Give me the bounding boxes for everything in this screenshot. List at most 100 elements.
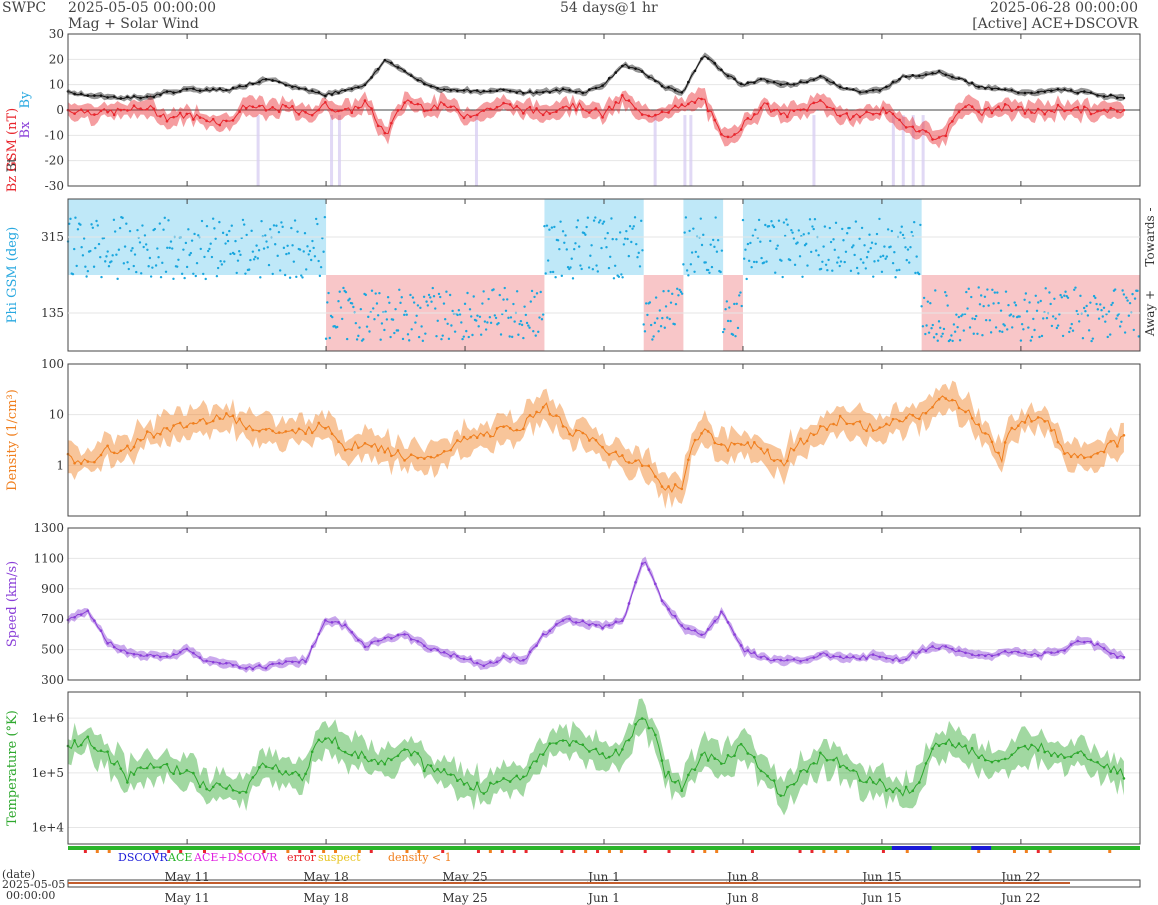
status-flag	[834, 850, 838, 853]
phi-point	[529, 300, 532, 303]
data-point	[357, 85, 360, 89]
data-point	[990, 87, 994, 91]
data-point	[515, 774, 519, 778]
data-point	[772, 108, 776, 112]
phi-point	[860, 226, 864, 230]
phi-point	[873, 260, 876, 263]
data-point	[1056, 440, 1060, 444]
phi-point	[73, 247, 76, 251]
data-point	[363, 756, 367, 759]
status-flag	[846, 850, 850, 853]
data-point	[1017, 650, 1020, 654]
phi-point	[302, 250, 305, 253]
phi-point	[457, 309, 461, 312]
phi-point	[728, 306, 731, 309]
phi-point	[1051, 315, 1055, 318]
data-point	[165, 119, 169, 123]
data-point	[284, 770, 288, 773]
data-point	[1023, 652, 1027, 655]
data-point	[680, 91, 684, 94]
phi-point	[743, 257, 746, 260]
data-point	[819, 99, 822, 102]
data-point	[515, 428, 519, 432]
data-point	[548, 742, 552, 745]
phi-point	[285, 252, 288, 256]
data-point	[489, 107, 492, 111]
phi-point	[1091, 337, 1095, 340]
phi-point	[992, 302, 995, 305]
data-point	[588, 439, 591, 442]
data-point	[192, 422, 195, 425]
data-point	[891, 658, 895, 662]
phi-point	[312, 246, 315, 250]
y-axis-label: Density (1/cm³)	[5, 389, 20, 491]
phi-point	[238, 250, 241, 253]
phi-point	[644, 302, 648, 305]
phi-point	[813, 217, 817, 221]
data-point	[119, 108, 123, 112]
phi-point	[543, 224, 546, 228]
data-point	[891, 80, 895, 84]
data-point	[614, 101, 618, 104]
data-point	[79, 743, 83, 747]
phi-point	[183, 276, 186, 280]
phi-point	[358, 326, 361, 329]
series-range-band	[68, 87, 1124, 149]
data-point	[1116, 445, 1119, 448]
phi-point	[420, 325, 423, 328]
data-point	[475, 89, 479, 92]
data-point	[376, 124, 380, 128]
data-point	[1096, 109, 1099, 113]
data-point	[218, 783, 222, 786]
data-point	[568, 744, 571, 747]
data-point	[469, 435, 472, 439]
phi-point	[671, 292, 674, 296]
phi-point	[184, 241, 188, 245]
status-flag	[155, 850, 159, 853]
phi-point	[606, 231, 609, 235]
data-point	[1056, 87, 1060, 91]
data-point	[753, 81, 756, 84]
phi-point	[678, 288, 681, 292]
data-point	[786, 785, 789, 789]
data-point	[390, 121, 393, 125]
data-point	[528, 90, 532, 93]
phi-point	[432, 295, 436, 298]
phi-point	[900, 225, 903, 228]
data-point	[568, 617, 571, 621]
data-point	[376, 449, 380, 452]
phi-point	[142, 245, 145, 249]
data-point	[409, 753, 413, 757]
data-point	[357, 106, 360, 110]
data-point	[885, 111, 888, 115]
phi-point	[250, 229, 253, 233]
data-point	[165, 90, 169, 93]
data-point	[640, 113, 644, 116]
phi-point	[564, 234, 567, 237]
data-point	[126, 444, 129, 448]
phi-point	[810, 250, 813, 254]
data-point	[79, 108, 83, 111]
data-point	[231, 663, 235, 667]
phi-point	[1113, 288, 1117, 291]
phi-point	[729, 319, 732, 323]
phi-point	[734, 334, 737, 338]
data-point	[561, 106, 565, 109]
phi-point	[720, 249, 724, 252]
phi-point	[528, 326, 531, 329]
data-point	[462, 116, 466, 120]
data-point	[264, 109, 268, 112]
phi-point	[1055, 326, 1059, 330]
data-point	[951, 743, 954, 747]
data-point	[152, 654, 156, 658]
data-point	[931, 645, 934, 648]
data-point	[805, 439, 809, 443]
phi-point	[408, 339, 411, 342]
data-point	[878, 778, 882, 782]
phi-point	[470, 315, 473, 318]
data-point	[990, 760, 994, 764]
phi-point	[365, 325, 369, 328]
phi-point	[1118, 325, 1122, 328]
data-point	[568, 107, 571, 110]
data-point	[535, 91, 538, 94]
